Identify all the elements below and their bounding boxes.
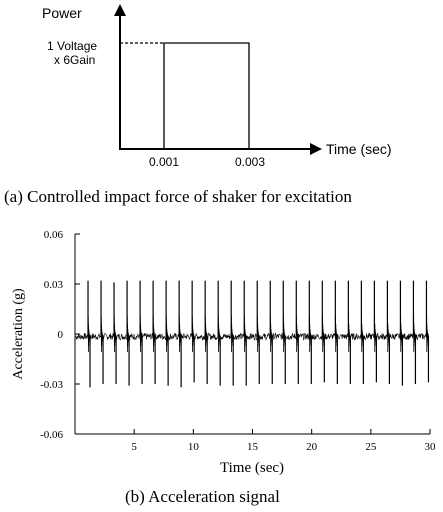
chart-b: 0.06 0.03 0 -0.03 -0.06 5 10 15 20 25 30 Time (se…: [11, 229, 437, 476]
chart-b-impulse-ringing: [244, 316, 247, 353]
chart-b-impulse-ringing: [335, 316, 338, 353]
chart-b-ytick-label: 0.06: [44, 229, 64, 241]
chart-a-caption: (a) Controlled impact force of shaker fo…: [4, 187, 352, 206]
chart-a-x-label: Time (sec): [326, 141, 392, 157]
chart-b-impulse-ringing: [387, 316, 391, 353]
chart-a-annotation-line1: 1 Voltage: [47, 39, 97, 53]
chart-b-impulse-ringing: [113, 316, 117, 353]
chart-b-impulse-ringing: [348, 316, 351, 353]
chart-a: 0.001 0.003 Power Time (sec) 1 Voltage x…: [42, 4, 392, 169]
chart-b-impulse-ringing: [191, 316, 195, 353]
chart-b-impulse-ringing: [165, 316, 169, 353]
chart-a-pulse: [163, 42, 250, 149]
chart-b-impulse-ringing: [309, 316, 312, 353]
chart-b-ytick-label: -0.06: [40, 429, 63, 441]
chart-b-impulse-ringing: [178, 316, 182, 353]
chart-b-signal-noise: [75, 332, 430, 341]
chart-b-y-label: Acceleration (g): [11, 288, 26, 380]
chart-b-impulse-ringing: [87, 316, 91, 353]
chart-a-annotation-line2: x 6Gain: [54, 53, 95, 67]
chart-a-y-label: Power: [42, 5, 82, 21]
chart-a-xtick-1: 0.003: [235, 155, 265, 169]
chart-b-ytick-label: 0: [58, 329, 64, 341]
chart-b-impulse-ringing: [270, 316, 273, 353]
chart-b-impulse-ringing: [100, 316, 104, 353]
chart-b-x-label: Time (sec): [220, 460, 284, 476]
chart-b-xtick-label: 5: [131, 441, 137, 453]
chart-b-impulse-ringing: [426, 316, 430, 353]
chart-b-impulse-ringing: [218, 316, 221, 353]
chart-b-impulse-ringing: [126, 316, 130, 353]
chart-b-impulse-ringing: [283, 316, 286, 353]
chart-b-ytick-label: 0.03: [44, 279, 64, 291]
chart-b-impulse-ringing: [139, 316, 143, 353]
chart-b-impulse-ringing: [413, 316, 417, 353]
chart-a-y-arrowhead: [114, 4, 126, 16]
chart-b-caption: (b) Acceleration signal: [125, 487, 280, 506]
chart-b-xtick-label: 20: [306, 441, 318, 453]
chart-b-impulse-ringing: [322, 316, 325, 353]
chart-b-impulse-ringing: [400, 316, 404, 353]
chart-b-impulse-ringing: [361, 316, 364, 353]
chart-b-xtick-label: 30: [425, 441, 437, 453]
chart-b-impulse-ringing: [296, 316, 299, 353]
chart-b-xtick-label: 10: [188, 441, 200, 453]
chart-b-impulse-ringing: [152, 316, 156, 353]
chart-b-xtick-label: 25: [365, 441, 377, 453]
chart-b-ytick-label: -0.03: [40, 379, 63, 391]
chart-b-impulse-ringing: [231, 316, 234, 353]
chart-b-impulse-ringing: [257, 316, 260, 353]
chart-a-xtick-0: 0.001: [149, 155, 179, 169]
chart-b-impulse-ringing: [374, 316, 378, 353]
chart-a-x-arrowhead: [310, 143, 322, 155]
chart-b-xtick-label: 15: [247, 441, 259, 453]
chart-b-impulse-ringing: [205, 316, 208, 353]
